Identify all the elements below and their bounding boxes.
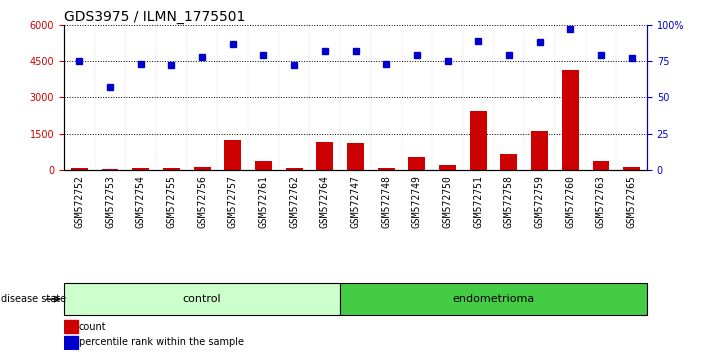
Text: GSM572754: GSM572754 [136, 176, 146, 228]
Bar [562, 69, 579, 170]
Text: GSM572757: GSM572757 [228, 176, 237, 228]
Text: GSM572751: GSM572751 [474, 176, 483, 228]
Text: GSM572761: GSM572761 [258, 176, 269, 228]
Text: control: control [183, 294, 221, 304]
Text: GSM572762: GSM572762 [289, 176, 299, 228]
Text: GSM572755: GSM572755 [166, 176, 176, 228]
Bar [64, 320, 78, 333]
Text: GSM572756: GSM572756 [197, 176, 207, 228]
Text: GSM572747: GSM572747 [351, 176, 360, 228]
Bar [340, 283, 647, 315]
Text: GDS3975 / ILMN_1775501: GDS3975 / ILMN_1775501 [64, 10, 245, 24]
Text: endometrioma: endometrioma [452, 294, 535, 304]
Text: GSM572760: GSM572760 [565, 176, 575, 228]
Bar [347, 143, 364, 170]
Text: GSM572764: GSM572764 [320, 176, 330, 228]
Text: disease state: disease state [1, 294, 66, 304]
Bar [286, 169, 303, 170]
Bar [592, 161, 609, 170]
Bar [439, 165, 456, 170]
Bar [501, 154, 518, 170]
Bar [470, 111, 486, 170]
Bar [378, 169, 395, 170]
Bar [225, 141, 241, 170]
Text: GSM572759: GSM572759 [535, 176, 545, 228]
Bar [132, 168, 149, 170]
Bar [531, 131, 548, 170]
Bar [193, 167, 210, 170]
Text: GSM572753: GSM572753 [105, 176, 115, 228]
Bar [624, 167, 640, 170]
Bar [102, 169, 119, 170]
Text: count: count [78, 321, 106, 332]
Text: GSM572765: GSM572765 [626, 176, 636, 228]
Bar [316, 142, 333, 170]
Text: GSM572750: GSM572750 [442, 176, 453, 228]
Bar [64, 283, 340, 315]
Bar [71, 169, 87, 170]
Bar [64, 336, 78, 349]
Text: GSM572752: GSM572752 [75, 176, 85, 228]
Text: GSM572763: GSM572763 [596, 176, 606, 228]
Text: GSM572748: GSM572748 [381, 176, 391, 228]
Bar [408, 156, 425, 170]
Bar [255, 161, 272, 170]
Text: percentile rank within the sample: percentile rank within the sample [78, 337, 244, 348]
Text: GSM572749: GSM572749 [412, 176, 422, 228]
Text: GSM572758: GSM572758 [504, 176, 514, 228]
Bar [163, 167, 180, 170]
